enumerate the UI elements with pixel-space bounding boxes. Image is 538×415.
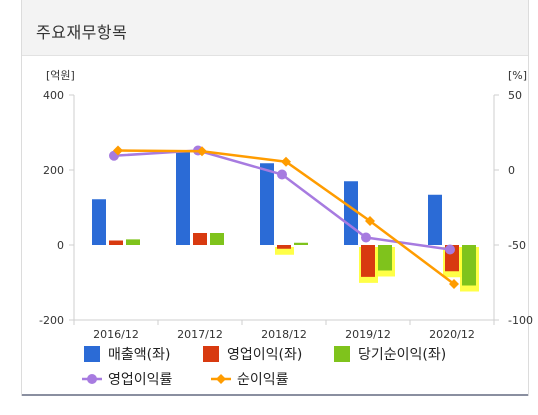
bar-영업이익(좌) [193, 233, 207, 245]
bar-당기순이익(좌) [462, 245, 476, 286]
right-tick-label: -100 [508, 314, 533, 327]
bar-매출액(좌) [92, 199, 106, 245]
point-영업이익률 [277, 169, 287, 180]
legend-swatch-영업이익(좌) [203, 346, 219, 362]
x-tick-label: 2016/12 [93, 328, 139, 341]
line-영업이익률 [113, 149, 451, 251]
bar-매출액(좌) [176, 152, 190, 245]
bar-영업이익(좌) [277, 245, 291, 249]
legend-label: 매출액(좌) [108, 347, 170, 363]
left-tick-label: 200 [43, 164, 64, 177]
legend-swatch-당기순이익(좌) [334, 346, 350, 362]
panel-header: 주요재무항목 [22, 0, 528, 56]
x-tick-label: 2020/12 [429, 328, 475, 341]
legend-marker [87, 374, 97, 384]
bar-당기순이익(좌) [378, 245, 392, 271]
bar-당기순이익(좌) [294, 242, 308, 245]
point-영업이익률 [445, 244, 455, 255]
bar-highlight [275, 247, 294, 255]
point-영업이익률 [361, 232, 371, 243]
bar-매출액(좌) [260, 163, 274, 245]
legend-label: 영업이익률 [108, 372, 173, 388]
left-tick-label: 400 [43, 89, 64, 102]
line-순이익률 [117, 149, 455, 285]
bar-영업이익(좌) [361, 245, 375, 277]
point-순이익률 [197, 146, 207, 157]
right-tick-label: 0 [508, 164, 515, 177]
legend-swatch-매출액(좌) [84, 346, 100, 362]
left-tick-label: 0 [57, 239, 64, 252]
bar-당기순이익(좌) [210, 233, 224, 245]
point-순이익률 [449, 279, 459, 289]
x-tick-label: 2019/12 [345, 328, 391, 341]
legend-label: 순이익률 [237, 372, 289, 388]
bar-당기순이익(좌) [126, 239, 140, 245]
legend-label: 당기순이익(좌) [358, 347, 446, 363]
right-tick-label: 50 [508, 89, 522, 102]
left-tick-label: -200 [39, 314, 64, 327]
point-순이익률 [281, 156, 291, 167]
right-axis-unit: [%] [508, 69, 527, 82]
panel-frame [21, 0, 529, 396]
x-tick-label: 2018/12 [261, 328, 307, 341]
legend-label: 영업이익(좌) [227, 347, 302, 363]
left-axis-unit: [억원] [46, 69, 75, 82]
legend-marker [216, 374, 226, 384]
point-순이익률 [113, 145, 123, 156]
point-순이익률 [365, 216, 375, 226]
panel-title: 주요재무항목 [36, 23, 128, 42]
right-tick-label: -50 [508, 239, 526, 252]
bar-영업이익(좌) [109, 240, 123, 245]
x-tick-label: 2017/12 [177, 328, 223, 341]
bar-매출액(좌) [428, 194, 442, 245]
panel-bottom-border [22, 394, 528, 396]
bar-매출액(좌) [344, 181, 358, 245]
